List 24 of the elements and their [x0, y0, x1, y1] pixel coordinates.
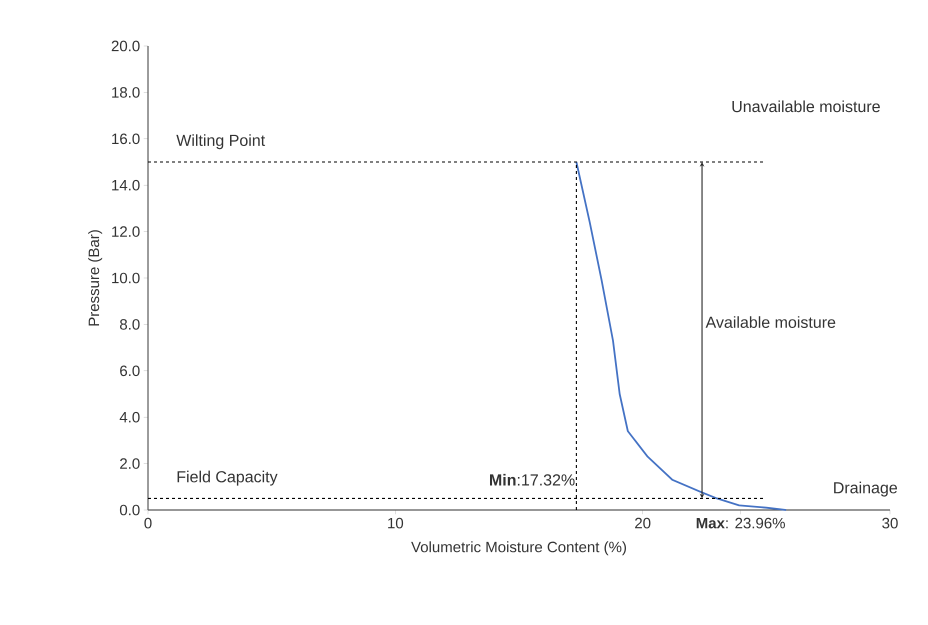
y-tick-label: 12.0 [112, 226, 140, 237]
annotation: Unavailable moisture [732, 100, 880, 112]
y-tick-label: 20.0 [112, 40, 140, 52]
y-tick-label: 16.0 [112, 133, 140, 144]
ref-line-label: Field Capacity [178, 470, 278, 486]
x-axis-title: Volumetric Moisture Content (%) [411, 541, 626, 556]
annotation: Drainage [834, 482, 898, 497]
y-tick-label: 14.0 [112, 180, 140, 191]
ref-line-label: Wilting Point [176, 134, 266, 150]
y-tick-label: 0.0 [120, 504, 140, 516]
y-axis-title: Pressure (Bar) [88, 230, 102, 326]
y-tick-label: 10.0 [112, 272, 140, 284]
ref-line-label: Min:17.32% [490, 474, 575, 486]
y-tick-label: 8.0 [120, 319, 140, 330]
x-tick-label: 0 [144, 518, 152, 528]
y-tick-label: 4.0 [120, 412, 140, 423]
annotation: Available moisture [706, 316, 836, 328]
x-tick-label: 30 [882, 518, 898, 528]
y-tick-label: 2.0 [120, 458, 140, 469]
x-tick-label: 10 [388, 518, 404, 528]
x-tick-label: 20 [635, 518, 650, 528]
x-tick-label: Max: 23.96% [696, 518, 785, 528]
y-tick-label: 18.0 [112, 87, 140, 98]
y-tick-label: 6.0 [120, 365, 140, 376]
